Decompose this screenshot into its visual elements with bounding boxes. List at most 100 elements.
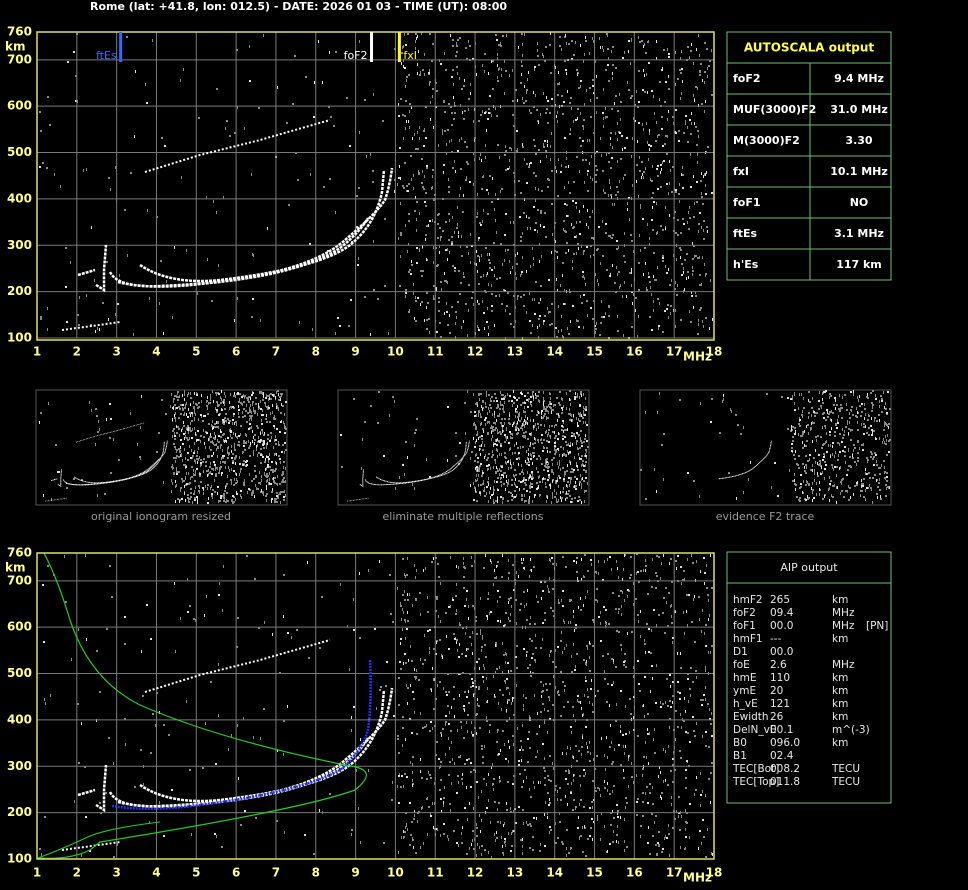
x-tick-label: 16 <box>626 345 643 359</box>
x-tick-label: 3 <box>112 866 120 880</box>
aip-cell: 20 <box>770 685 783 697</box>
row-value: 9.4 MHz <box>834 72 884 85</box>
aip-cell: km <box>832 633 848 645</box>
caption: evidence F2 trace <box>716 510 815 523</box>
y-tick-label: 500 <box>7 666 32 680</box>
x-tick-label: 11 <box>427 866 444 880</box>
aip-cell: 02.4 <box>770 750 794 762</box>
aip-cell: km <box>832 594 848 606</box>
x-tick-label: 5 <box>192 345 200 359</box>
thumbnail-frame <box>35 389 288 506</box>
aip-cell: 00.1 <box>770 724 793 736</box>
y-unit: km <box>5 561 25 575</box>
marker-label: foF2 <box>344 49 368 62</box>
table-cell <box>809 248 892 281</box>
x-unit: MHz <box>683 871 712 885</box>
noise-layer <box>39 390 287 504</box>
axes: 1 2 3 4 5 6 7 8 9 10 11 12 13 14 15 16 17 181002003004005… <box>5 25 722 364</box>
axes: 1 2 3 4 5 6 7 8 9 10 11 12 13 14 15 16 17 181002003004005… <box>5 546 722 885</box>
marker-line <box>397 32 401 62</box>
row-value: 10.1 MHz <box>830 165 888 178</box>
aip-cell: km <box>832 737 848 749</box>
aip-cell: 09.4 <box>770 607 794 619</box>
aip-cell: foF2 <box>733 607 756 619</box>
row-label: M(3000)F2 <box>733 134 800 147</box>
x-tick-label: 15 <box>586 866 603 880</box>
y-unit: km <box>5 40 25 54</box>
y-tick-label: 700 <box>7 573 32 587</box>
x-tick-label: 4 <box>152 345 160 359</box>
row-label: foF2 <box>733 72 761 85</box>
aip-cell: ymE <box>733 685 756 697</box>
x-tick-label: 2 <box>73 866 81 880</box>
y-tick-label: 100 <box>7 331 32 345</box>
x-tick-label: 5 <box>192 866 200 880</box>
plot-frame <box>36 31 715 341</box>
marker-line <box>370 32 374 62</box>
x-tick-label: 14 <box>546 866 563 880</box>
thumbnail-f2: evidence F2 trace <box>639 389 892 523</box>
aip-cell: km <box>832 711 848 723</box>
x-tick-label: 8 <box>312 866 320 880</box>
x-tick-label: 13 <box>507 345 524 359</box>
caption: eliminate multiple reflections <box>383 510 544 523</box>
y-tick-label: 400 <box>7 712 32 726</box>
aip-cell: km <box>832 685 848 697</box>
aip-cell: Ewidth <box>733 711 769 723</box>
x-tick-label: 17 <box>666 866 683 880</box>
x-unit: MHz <box>683 350 712 364</box>
bottom-plot-bg <box>37 553 714 859</box>
aip-cell: MHz <box>832 620 855 632</box>
header: Rome (lat: +41.8, lon: 012.5) - DATE: 20… <box>90 0 507 13</box>
noise <box>40 390 287 504</box>
aip-cell: foE <box>733 659 750 671</box>
x-tick-label: 4 <box>152 866 160 880</box>
x-tick-label: 12 <box>467 345 484 359</box>
row-value: 117 km <box>836 258 882 271</box>
aip-cell: TECU <box>831 763 860 775</box>
y-tick-label: 300 <box>7 238 32 252</box>
aip-cell: 265 <box>770 594 790 606</box>
aip-cell: km <box>832 698 848 710</box>
x-tick-label: 6 <box>232 866 240 880</box>
aip-cell: B1 <box>733 750 747 762</box>
row-label: fxI <box>733 165 749 178</box>
x-tick-label: 7 <box>272 866 280 880</box>
aip-cell: 00.0 <box>770 620 793 632</box>
row-value: 3.1 MHz <box>834 227 884 240</box>
aip-cell: 008.2 <box>770 763 800 775</box>
x-tick-label: 15 <box>586 345 603 359</box>
autoscala-table: AUTOSCALA output foF2 9.4 MHz MUF(3000)F2 31… <box>726 31 892 281</box>
table-title: AUTOSCALA output <box>744 41 875 55</box>
y-tick-label: 600 <box>7 620 32 634</box>
x-tick-label: 6 <box>232 345 240 359</box>
x-tick-label: 10 <box>387 866 404 880</box>
y-tick-label: 600 <box>7 99 32 113</box>
x-tick-label: 9 <box>351 345 359 359</box>
y-tick-label: 760 <box>7 25 32 39</box>
x-tick-label: 2 <box>73 345 81 359</box>
profile-fit <box>111 659 372 810</box>
aip-cell: DelN_vE <box>733 724 776 736</box>
aip-cell: MHz <box>832 607 855 619</box>
thumbnail-frame <box>639 389 892 506</box>
aip-cell: hmE <box>733 672 757 684</box>
aip-cell: hmF2 <box>733 594 763 606</box>
y-tick-label: 100 <box>7 852 32 866</box>
y-tick-label: 200 <box>7 805 32 819</box>
table-title: AIP output <box>780 561 838 574</box>
x-tick-label: 1 <box>33 866 41 880</box>
aip-cell: hmF1 <box>733 633 763 645</box>
x-tick-label: 18 <box>706 866 723 880</box>
aip-cell: MHz <box>832 659 855 671</box>
aip-cell: TECU <box>831 776 860 788</box>
aip-cell: [PN] <box>866 620 888 632</box>
table-body <box>726 582 892 804</box>
aip-cell: m^(-3) <box>832 724 870 736</box>
electron-density-profile <box>37 821 161 859</box>
aip-cell: 26 <box>770 711 784 723</box>
x-tick-label: 10 <box>387 345 404 359</box>
x-tick-label: 3 <box>112 345 120 359</box>
